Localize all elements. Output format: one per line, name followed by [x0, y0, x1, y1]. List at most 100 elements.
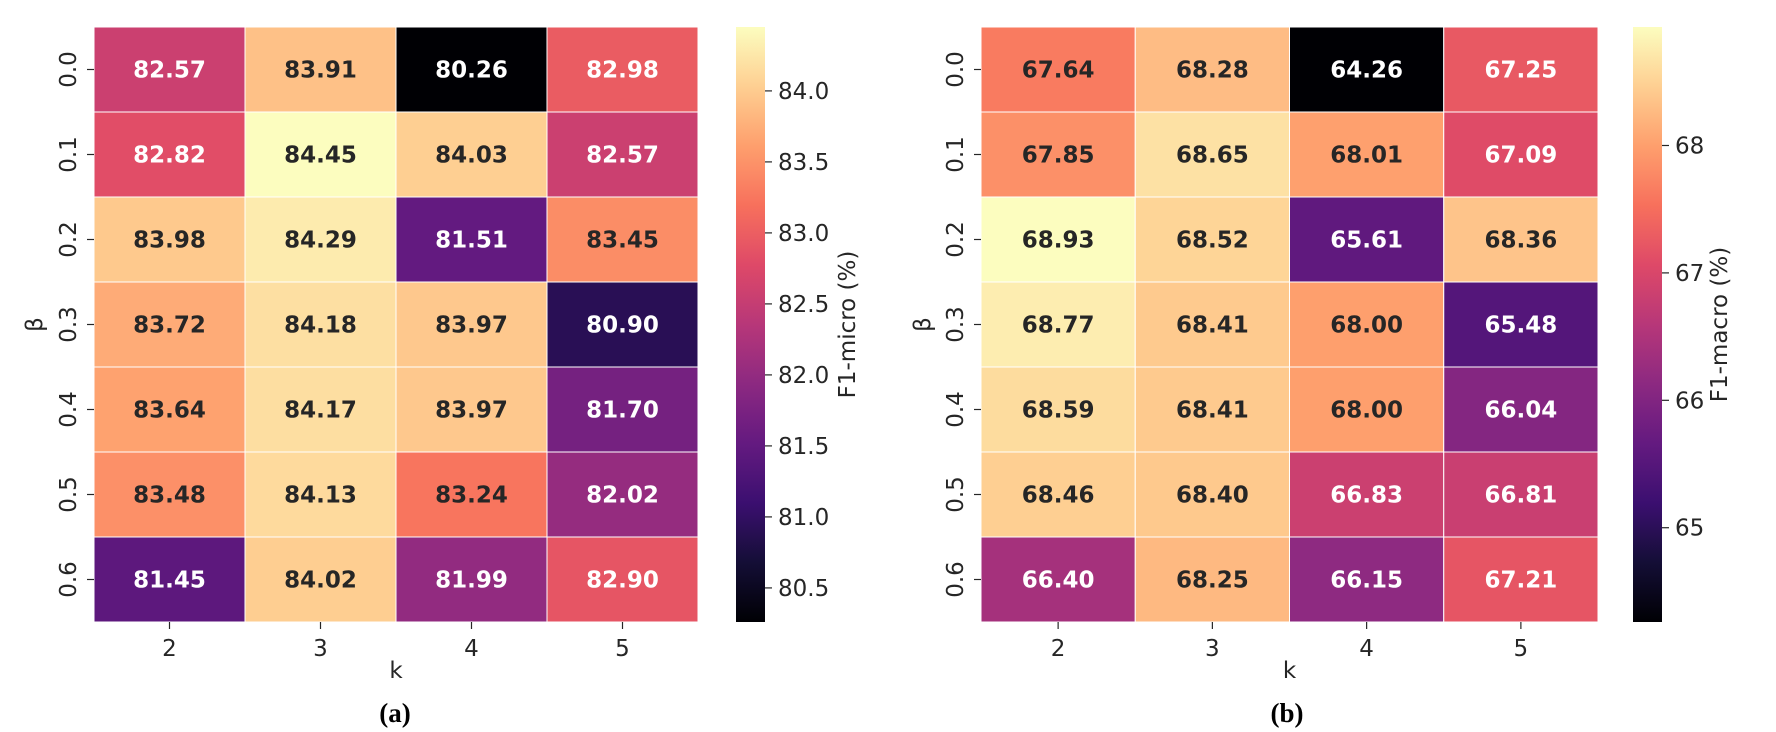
y-tick-label: 0.6 [56, 561, 82, 598]
cell-value-label: 83.98 [133, 228, 206, 254]
cell-value-label: 67.25 [1484, 58, 1557, 84]
x-tick-label: 3 [1205, 636, 1220, 662]
cell-value-label: 68.41 [1176, 398, 1249, 424]
cell-value-label: 83.97 [435, 313, 508, 339]
x-tick-label: 3 [313, 636, 328, 662]
heatmap-cell [244, 196, 397, 283]
cell-value-label: 83.64 [133, 398, 206, 424]
cell-value-label: 82.57 [586, 143, 659, 169]
cell-value-label: 66.15 [1330, 568, 1403, 594]
heatmap-panel-b: 67.64 68.28 64.26 67.25 67.85 68.65 68.01 67.09… [910, 26, 1733, 728]
cell-value-label: 84.03 [435, 143, 508, 169]
y-tick-label: 0.1 [56, 136, 82, 173]
cell-value-label: 84.02 [284, 568, 357, 594]
cell-value-label: 68.65 [1176, 143, 1249, 169]
colorbar-tick-label: 83.5 [778, 150, 829, 176]
colorbar [1633, 27, 1662, 622]
x-tick-label: 4 [1359, 636, 1374, 662]
y-axis-label: β [910, 317, 936, 332]
cell-value-label: 80.26 [435, 58, 508, 84]
heatmap-cell [1289, 366, 1445, 453]
heatmap-cell [546, 451, 699, 538]
heatmap-cell [395, 281, 548, 368]
colorbar-tick-label: 68 [1675, 133, 1704, 159]
heatmap-cell [1289, 26, 1445, 113]
cell-value-label: 81.45 [133, 568, 206, 594]
heatmap-cell [93, 536, 246, 623]
x-axis-label: k [389, 658, 403, 684]
y-tick-label: 0.0 [56, 51, 82, 88]
colorbar-tick-label: 81.5 [778, 434, 829, 460]
x-tick-label: 4 [464, 636, 479, 662]
cell-value-label: 84.45 [284, 143, 357, 169]
cell-value-label: 83.91 [284, 58, 357, 84]
cell-value-label: 82.98 [586, 58, 659, 84]
cell-value-label: 83.97 [435, 398, 508, 424]
cell-value-label: 84.29 [284, 228, 357, 254]
cell-value-label: 82.57 [133, 58, 206, 84]
heatmap-cell [1134, 281, 1290, 368]
cell-value-label: 66.83 [1330, 483, 1403, 509]
heatmap-cell [395, 451, 548, 538]
heatmap-cell [1443, 196, 1599, 283]
y-tick-label: 0.5 [943, 476, 969, 513]
cell-value-label: 68.93 [1022, 228, 1095, 254]
colorbar-label: F1-micro (%) [835, 251, 861, 399]
cell-value-label: 84.17 [284, 398, 357, 424]
cell-value-label: 65.61 [1330, 228, 1403, 254]
cell-value-label: 67.64 [1022, 58, 1095, 84]
cell-value-label: 83.24 [435, 483, 508, 509]
heatmap-cell [395, 536, 548, 623]
cell-value-label: 68.46 [1022, 483, 1095, 509]
heatmap-cell [1289, 111, 1445, 198]
cell-value-label: 66.81 [1484, 483, 1557, 509]
cell-value-label: 81.70 [586, 398, 659, 424]
heatmap-cell [546, 366, 699, 453]
heatmap-cell [1443, 281, 1599, 368]
heatmap-cell [1134, 536, 1290, 623]
heatmap-cell [1289, 536, 1445, 623]
x-tick-label: 2 [1051, 636, 1066, 662]
cell-value-label: 81.51 [435, 228, 508, 254]
heatmap-cell [93, 26, 246, 113]
heatmap-cell [1289, 196, 1445, 283]
heatmap-cell [93, 451, 246, 538]
cell-value-label: 80.90 [586, 313, 659, 339]
cell-value-label: 68.36 [1484, 228, 1557, 254]
cell-value-label: 65.48 [1484, 313, 1557, 339]
y-tick-label: 0.3 [943, 306, 969, 343]
colorbar-tick-label: 81.0 [778, 505, 829, 531]
cell-value-label: 68.77 [1022, 313, 1095, 339]
heatmap-cell [546, 281, 699, 368]
cell-value-label: 83.45 [586, 228, 659, 254]
colorbar-tick-label: 65 [1675, 516, 1704, 542]
cell-value-label: 67.85 [1022, 143, 1095, 169]
heatmap-cell [980, 111, 1136, 198]
cell-value-label: 67.09 [1484, 143, 1557, 169]
x-tick-label: 5 [615, 636, 630, 662]
y-tick-label: 0.0 [943, 51, 969, 88]
colorbar-tick-label: 82.5 [778, 292, 829, 318]
cell-value-label: 68.41 [1176, 313, 1249, 339]
heatmap-cell [1134, 111, 1290, 198]
colorbar-tick-label: 66 [1675, 388, 1704, 414]
heatmap-cell [1443, 536, 1599, 623]
heatmap-cell [546, 111, 699, 198]
cell-value-label: 68.00 [1330, 313, 1403, 339]
heatmap-cell [244, 26, 397, 113]
cell-value-label: 67.21 [1484, 568, 1557, 594]
y-tick-label: 0.5 [56, 476, 82, 513]
heatmap-cell [1443, 451, 1599, 538]
cell-value-label: 68.40 [1176, 483, 1249, 509]
heatmap-cell [244, 366, 397, 453]
heatmap-cell [1443, 26, 1599, 113]
heatmap-cell [244, 111, 397, 198]
y-axis-label: β [22, 317, 48, 332]
heatmap-cell [1134, 366, 1290, 453]
cell-value-label: 84.13 [284, 483, 357, 509]
heatmap-cell [1443, 111, 1599, 198]
y-tick-label: 0.3 [56, 306, 82, 343]
x-axis-label: k [1283, 658, 1297, 684]
heatmap-cell [244, 281, 397, 368]
cell-value-label: 82.02 [586, 483, 659, 509]
